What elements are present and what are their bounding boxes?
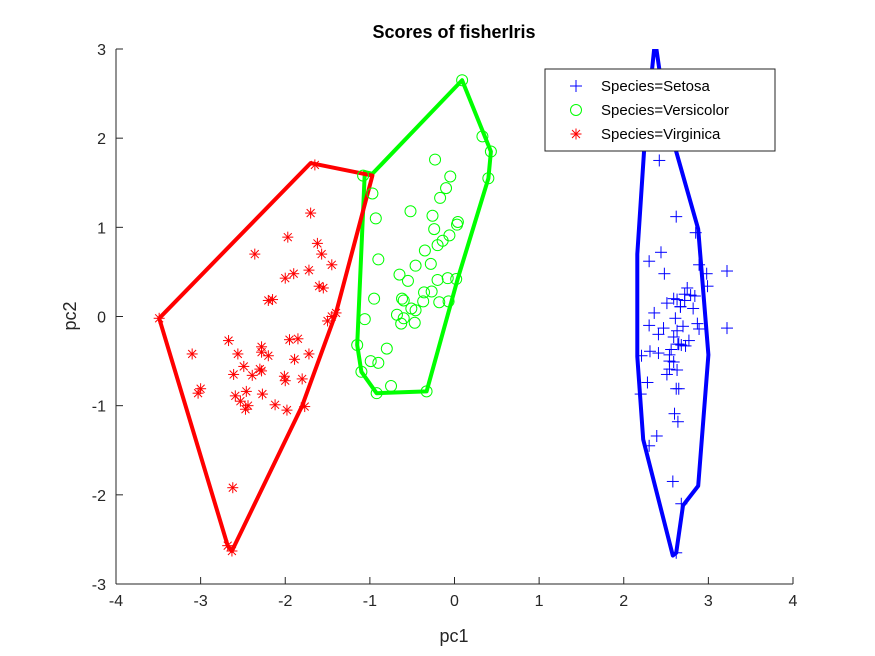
point-virginica <box>282 232 293 243</box>
x-tick-label: 4 <box>789 593 798 610</box>
point-virginica <box>249 249 260 260</box>
x-tick-label: -1 <box>363 593 377 610</box>
point-virginica <box>226 546 237 557</box>
point-virginica <box>240 404 251 415</box>
point-virginica <box>280 375 291 386</box>
point-virginica <box>227 482 238 493</box>
x-tick-label: 2 <box>619 593 628 610</box>
point-virginica <box>297 373 308 384</box>
x-tick-label: -4 <box>109 593 123 610</box>
point-virginica <box>256 365 267 376</box>
x-axis-label: pc1 <box>439 626 468 646</box>
y-tick-label: 2 <box>97 131 106 148</box>
point-virginica <box>263 350 274 361</box>
x-tick-label: -3 <box>194 593 208 610</box>
point-virginica <box>187 348 198 359</box>
point-virginica <box>299 401 310 412</box>
point-virginica <box>193 388 204 399</box>
y-tick-label: -2 <box>92 488 106 505</box>
y-axis-label: pc2 <box>60 301 80 330</box>
y-tick-label: -1 <box>92 399 106 416</box>
point-virginica <box>322 315 333 326</box>
legend-label: Species=Virginica <box>601 126 721 143</box>
point-virginica <box>303 348 314 359</box>
y-tick-label: 1 <box>97 220 106 237</box>
point-virginica <box>281 405 292 416</box>
legend-marker <box>571 129 582 140</box>
point-virginica <box>288 268 299 279</box>
legend-label: Species=Versicolor <box>601 102 729 119</box>
point-virginica <box>223 335 234 346</box>
point-virginica <box>326 259 337 270</box>
legend: Species=Setosa Species=Versicolor Species=… <box>545 69 775 151</box>
point-virginica <box>289 354 300 365</box>
point-virginica <box>309 159 320 170</box>
chart-title: Scores of fisherIris <box>372 22 535 42</box>
y-tick-label: 0 <box>97 310 106 327</box>
point-virginica <box>292 333 303 344</box>
point-virginica <box>280 273 291 284</box>
point-virginica <box>232 348 243 359</box>
point-virginica <box>154 313 165 324</box>
point-virginica <box>312 238 323 249</box>
point-virginica <box>270 399 281 410</box>
point-virginica <box>284 334 295 345</box>
point-virginica <box>305 208 316 219</box>
point-virginica <box>247 370 258 381</box>
point-virginica <box>228 369 239 380</box>
point-virginica <box>316 249 327 260</box>
x-tick-label: 0 <box>450 593 459 610</box>
point-virginica <box>263 295 274 306</box>
x-tick-label: 3 <box>704 593 713 610</box>
x-tick-label: -2 <box>278 593 292 610</box>
point-virginica <box>238 361 249 372</box>
point-virginica <box>318 282 329 293</box>
point-virginica <box>235 396 246 407</box>
x-tick-label: 1 <box>535 593 544 610</box>
point-virginica <box>257 389 268 400</box>
point-virginica <box>241 386 252 397</box>
y-tick-label: -3 <box>92 577 106 594</box>
point-virginica <box>303 265 314 276</box>
y-tick-label: 3 <box>97 42 106 59</box>
legend-label: Species=Setosa <box>601 78 710 95</box>
